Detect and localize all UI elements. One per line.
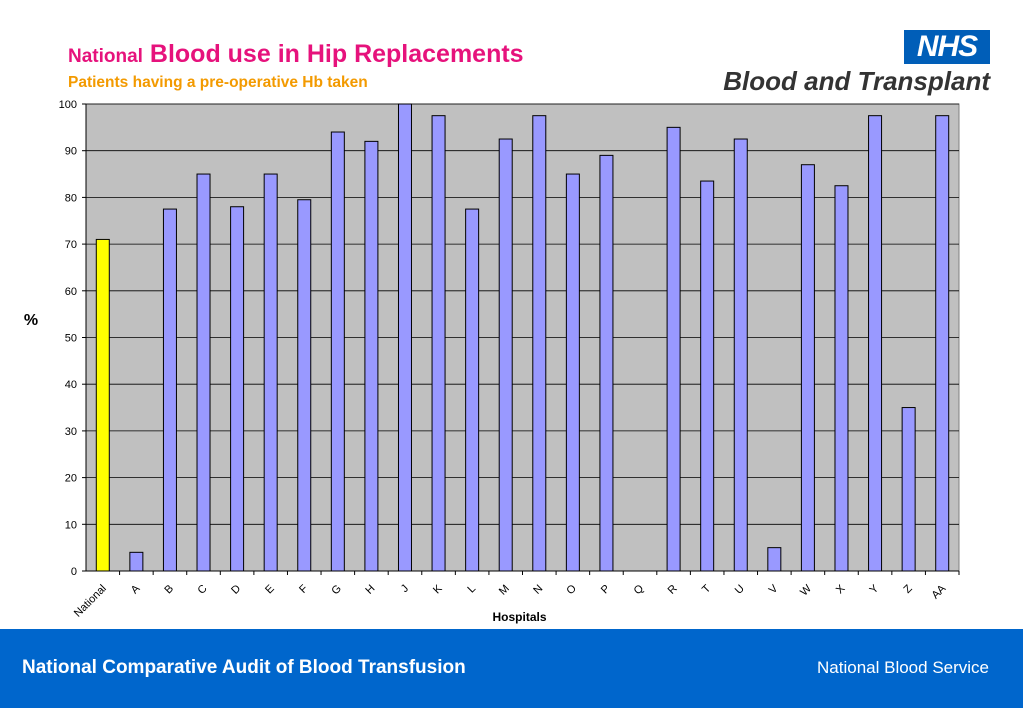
bar-d [230,206,245,572]
y-axis-title: % [24,312,38,329]
bar-national [95,238,110,572]
bar-b [162,208,177,572]
x-tick-label: R [666,583,680,597]
bar-u [733,138,748,572]
x-tick-label: T [700,582,713,595]
bar-v [767,547,782,572]
title-prefix: National [68,46,143,67]
x-tick-label: Z [902,582,915,595]
bar-y [868,115,883,572]
x-tick-label: K [431,582,445,596]
bar-c [196,173,211,572]
x-tick-label: A [129,582,143,596]
chart-subtitle: Patients having a pre-operative Hb taken [68,74,368,91]
bar-f [297,199,312,572]
footer-audit-title: National Comparative Audit of Blood Tran… [22,657,466,678]
bar-h [364,140,379,572]
x-tick-label: B [162,583,176,597]
bar-o [565,173,580,572]
y-tick-label: 30 [65,426,77,438]
y-tick-label: 0 [71,566,77,578]
bar-j [397,103,412,572]
y-tick-label: 90 [65,146,77,158]
y-tick-label: 80 [65,192,77,204]
y-tick-label: 40 [65,379,77,391]
x-tick-label: J [399,583,411,595]
bar-l [465,208,480,572]
y-tick-label: 10 [65,519,77,531]
x-tick-label: X [834,582,848,596]
chart-title: National Blood use in Hip Replacements [68,40,524,69]
bar-chart: 0 10 20 30 40 50 60 70 80 90 100 National A B C D E F G H J K… [24,99,960,624]
x-tick-label: L [465,583,478,596]
x-tick-label: Q [632,582,647,597]
x-tick-label: U [733,583,747,597]
bar-w [800,164,815,572]
title-main: Blood use in Hip Replacements [149,40,524,68]
x-tick-label: D [229,583,243,597]
x-tick-label: G [329,583,344,598]
y-tick-label: 60 [65,286,77,298]
bar-a [129,551,144,572]
x-tick-label: W [798,582,814,598]
bar-k [431,115,446,572]
bar-x [834,185,849,572]
bar-n [532,115,547,572]
x-tick-label: National [72,583,109,620]
y-tick-label: 100 [59,99,77,111]
bar-t [700,180,715,572]
footer-service-name: National Blood Service [817,658,989,677]
x-tick-label: C [196,583,210,597]
bar-r [666,126,681,572]
bar-g [330,131,345,572]
x-tick-label: P [599,583,613,597]
y-tick-label: 50 [65,333,77,345]
x-tick-label: H [363,583,377,597]
x-axis-title: Hospitals [492,610,546,624]
bar-z [901,407,916,572]
logo-text: Blood and Transplant [723,66,990,96]
y-tick-label: 20 [65,473,77,485]
x-tick-label: E [263,583,277,597]
bar-p [599,154,614,572]
bar-e [263,173,278,572]
nhs-logo-badge: NHS [904,30,990,64]
x-tick-label: V [767,582,781,596]
x-tick-label: M [497,583,512,598]
x-tick-label: AA [929,582,948,601]
x-tick-label: Y [868,582,882,596]
bar-aa [935,115,950,572]
bar-m [498,138,513,572]
footer-bar: National Comparative Audit of Blood Tran… [0,629,1023,708]
x-tick-label: F [297,582,310,595]
nhs-blood-and-transplant-logo: NHS Blood and Transplant [700,28,992,98]
y-tick-label: 70 [65,239,77,251]
x-tick-label: O [564,582,579,597]
x-tick-label: N [531,583,545,597]
